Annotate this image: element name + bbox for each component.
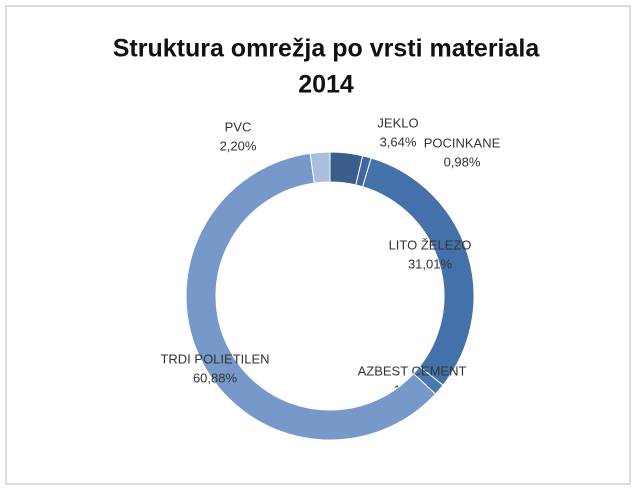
category-label: LITO ŽELEZO — [389, 237, 472, 252]
value-label: 31,01% — [408, 256, 453, 271]
category-label: JEKLO — [377, 115, 418, 130]
value-label: 3,64% — [380, 134, 417, 149]
category-label: PVC — [225, 119, 252, 134]
category-label: POCINKANE — [424, 135, 501, 150]
value-label: 60,88% — [193, 370, 238, 385]
value-label: 2,20% — [220, 138, 257, 153]
chart-frame — [5, 5, 631, 485]
value-label: 0,98% — [444, 154, 481, 169]
donut-segment — [309, 151, 331, 184]
category-label: TRDI POLIETILEN — [160, 351, 269, 366]
category-label: AZBEST CEMENT — [358, 363, 467, 378]
donut-segment — [185, 152, 437, 441]
chart-title: Struktura omrežja po vrsti materiala — [113, 35, 541, 63]
chart-subtitle: 2014 — [298, 71, 354, 99]
